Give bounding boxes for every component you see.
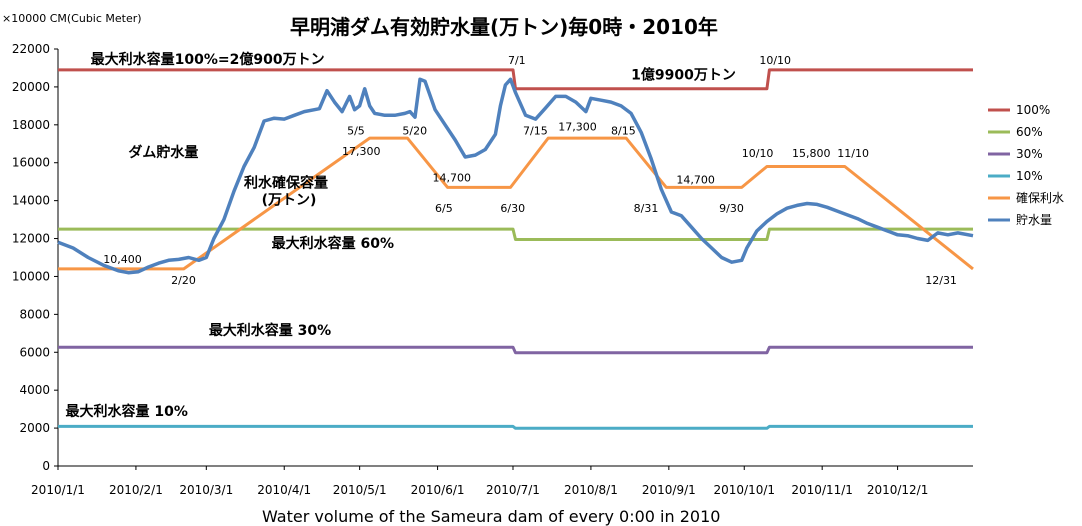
y-tick-label: 14000: [12, 194, 50, 208]
x-tick-label: 2010/2/1: [109, 483, 163, 497]
series-line-1: [58, 227, 973, 241]
annotation-label: 6/5: [435, 202, 453, 215]
annotation-label: 8/31: [634, 202, 659, 215]
annotation-label: 15,800: [792, 147, 831, 160]
annotation-label: (万トン): [262, 192, 317, 208]
y-tick-label: 6000: [19, 345, 50, 359]
x-tick-label: 2010/5/1: [333, 483, 387, 497]
annotation-label: 14,700: [676, 174, 715, 187]
y-tick-label: 10000: [12, 269, 50, 283]
annotation-label: 9/30: [719, 202, 744, 215]
legend-label: 確保利水: [1016, 190, 1064, 205]
series-group: [57, 68, 974, 430]
legend-label: 100%: [1016, 103, 1050, 117]
y-tick-label: 12000: [12, 232, 50, 246]
y-tick-label: 20000: [12, 80, 50, 94]
series-line-0: [58, 68, 973, 91]
series-line-2: [58, 345, 973, 355]
annotation-label: 利水確保容量: [244, 174, 328, 191]
legend-label: 貯水量: [1016, 213, 1052, 227]
series-line-4: [58, 136, 974, 271]
annotation-label: 10,400: [103, 253, 142, 266]
annotation-label: 17,300: [558, 121, 597, 134]
x-tick-label: 2010/4/1: [257, 483, 311, 497]
annotation-label: 11/10: [837, 147, 869, 160]
series-line-3: [58, 424, 973, 430]
x-tick-label: 2010/8/1: [564, 483, 618, 497]
y-unit-label: ×10000 CM(Cubic Meter): [2, 12, 142, 25]
annotation-label: 7/15: [523, 124, 548, 137]
x-tick-label: 2010/7/1: [486, 483, 540, 497]
y-axis: 0 2000 4000 6000 8000 10000 12000 14000 16000 180…: [12, 42, 58, 473]
legend-label: 60%: [1016, 125, 1043, 139]
y-tick-label: 22000: [12, 42, 50, 56]
x-tick-label: 2010/6/1: [411, 483, 465, 497]
x-tick-label: 2010/1/1: [31, 483, 85, 497]
annotation-label: 5/20: [402, 124, 427, 137]
annotation-label: 1億9900万トン: [631, 66, 736, 83]
annotation-label: 最大利水容量100%=2億900万トン: [91, 51, 325, 68]
annotation-label: 10/10: [759, 54, 791, 67]
legend-label: 30%: [1016, 147, 1043, 161]
chart-title: 早明浦ダム有効貯水量(万トン)毎0時・2010年: [290, 15, 718, 39]
annotation-label: 10/10: [742, 147, 774, 160]
y-tick-label: 16000: [12, 156, 50, 170]
annotation-label: 12/31: [925, 274, 957, 287]
y-tick-label: 4000: [19, 383, 50, 397]
x-axis: 2010/1/1 2010/2/1 2010/3/1 2010/4/1 2010/5/1…: [31, 466, 928, 497]
series-line-5: [57, 77, 974, 275]
annotation-label: 最大利水容量 10%: [66, 403, 188, 420]
annotation-label: ダム貯水量: [128, 144, 198, 161]
y-tick-label: 8000: [19, 307, 50, 321]
annotation-label: 6/30: [500, 202, 525, 215]
y-tick-label: 0: [42, 459, 50, 473]
annotation-label: 14,700: [433, 172, 472, 185]
annotation-label: 17,300: [342, 145, 381, 158]
x-axis-label: Water volume of the Sameura dam of every…: [262, 507, 720, 526]
x-tick-label: 2010/9/1: [642, 483, 696, 497]
annotation-label: 最大利水容量 30%: [209, 322, 331, 339]
y-tick-label: 2000: [19, 421, 50, 435]
annotations: 最大利水容量100%=2億900万トン 1億9900万トン 7/1 10/10 ダム貯水…: [66, 51, 957, 420]
x-tick-label: 2010/12/1: [867, 483, 929, 497]
annotation-label: 2/20: [171, 274, 196, 287]
x-tick-label: 2010/10/1: [713, 483, 775, 497]
x-tick-label: 2010/11/1: [791, 483, 853, 497]
annotation-label: 7/1: [508, 54, 526, 67]
annotation-label: 8/15: [611, 124, 636, 137]
x-tick-label: 2010/3/1: [179, 483, 233, 497]
annotation-label: 最大利水容量 60%: [272, 235, 394, 252]
y-tick-label: 18000: [12, 118, 50, 132]
legend-label: 10%: [1016, 169, 1043, 183]
annotation-label: 5/5: [347, 124, 365, 137]
